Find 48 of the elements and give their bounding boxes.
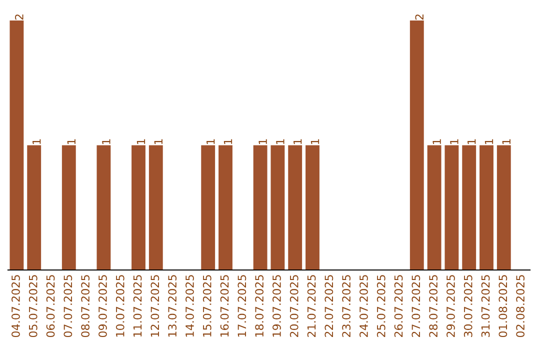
x-tick-label: 12.07.2025 xyxy=(150,275,160,337)
x-tick-label: 01.08.2025 xyxy=(498,275,508,338)
x-tick-label: 09.07.2025 xyxy=(98,275,107,338)
x-tick-label: 27.07.2025 xyxy=(412,275,420,337)
data-label: 1 xyxy=(294,139,302,144)
data-label: 1 xyxy=(432,139,441,144)
data-label: 1 xyxy=(32,139,41,144)
data-label: 1 xyxy=(136,139,146,144)
x-tick-label: 13.07.2025 xyxy=(168,275,177,337)
x-tick-label: 11.07.2025 xyxy=(133,275,142,337)
x-tick-label: 28.07.2025 xyxy=(429,275,438,337)
x-tick-label: 06.07.2025 xyxy=(46,275,55,338)
data-label: 1 xyxy=(102,139,110,144)
x-tick-label: 22.07.2025 xyxy=(324,275,334,337)
data-label: 2 xyxy=(415,14,424,20)
x-tick-label: 31.07.2025 xyxy=(481,275,490,337)
x-tick-label: 19.07.2025 xyxy=(272,275,281,337)
x-tick-label: 08.07.2025 xyxy=(81,275,90,338)
x-tick-label: 26.07.2025 xyxy=(394,275,403,337)
x-tick-label: 07.07.2025 xyxy=(64,275,72,338)
x-tick-label: 29.07.2025 xyxy=(446,275,455,337)
data-label: 2 xyxy=(15,14,24,20)
x-tick-label: 24.07.2025 xyxy=(360,275,368,337)
data-label: 1 xyxy=(67,139,76,144)
x-tick-label: 15.07.2025 xyxy=(202,275,212,337)
x-tick-label: 10.07.2025 xyxy=(116,275,124,337)
x-tick-label: 23.07.2025 xyxy=(342,275,351,337)
data-label: 1 xyxy=(468,139,476,144)
data-label: 1 xyxy=(310,139,320,144)
data-label: 1 xyxy=(258,139,267,144)
data-label: 1 xyxy=(502,139,510,144)
x-tick-label: 18.07.2025 xyxy=(255,275,264,337)
x-tick-label: 30.07.2025 xyxy=(464,275,472,337)
data-label: 1 xyxy=(154,139,162,144)
data-label: 1 xyxy=(484,139,494,144)
x-tick-label: 02.08.2025 xyxy=(516,275,525,338)
data-label: 1 xyxy=(206,139,215,144)
data-label: 1 xyxy=(224,139,232,144)
x-tick-label: 17.07.2025 xyxy=(238,275,246,337)
x-tick-label: 16.07.2025 xyxy=(220,275,229,337)
x-tick-label: 14.07.2025 xyxy=(186,275,194,337)
x-tick-label: 04.07.2025 xyxy=(12,275,20,338)
data-label: 1 xyxy=(276,139,284,144)
x-tick-label: 20.07.2025 xyxy=(290,275,298,337)
x-tick-label: 21.07.2025 xyxy=(307,275,316,337)
x-tick-label: 05.07.2025 xyxy=(28,275,38,338)
data-label: 1 xyxy=(450,139,458,144)
x-tick-label: 25.07.2025 xyxy=(376,275,386,337)
